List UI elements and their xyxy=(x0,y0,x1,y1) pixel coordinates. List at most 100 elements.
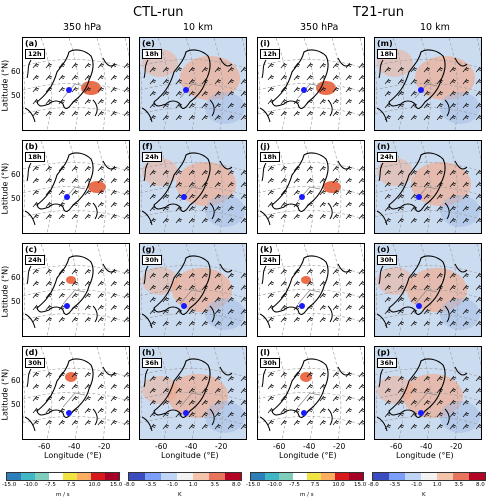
y-tick-label: 60 xyxy=(11,67,21,76)
colorbar-tick: 1.0 xyxy=(432,482,442,488)
x-axis-label: Longitude (°E) xyxy=(44,451,102,460)
x-axis-label: Longitude (°E) xyxy=(396,451,454,460)
level-header-col4: 10 km xyxy=(420,22,450,33)
colorbar-tick: -15.0 xyxy=(246,482,261,488)
colorbar xyxy=(128,472,242,481)
colorbar-tick: -3.5 xyxy=(145,482,157,488)
colorbar-unit: K xyxy=(422,492,426,498)
y-tick-label: 50 xyxy=(11,400,21,409)
colorbar-unit: K xyxy=(178,492,182,498)
y-tick-label: 50 xyxy=(11,194,21,203)
colorbar-tick: -15.0 xyxy=(2,482,17,488)
colorbar-tick: 3.5 xyxy=(210,482,220,488)
map-panel-c: (c) 24h xyxy=(22,243,130,337)
map-panel-e: (e) 18h xyxy=(139,37,247,131)
colorbar-tick: 8.0 xyxy=(476,482,485,488)
y-tick-label: 50 xyxy=(11,297,21,306)
x-axis-label: Longitude (°E) xyxy=(161,451,219,460)
panel-time-badge: 24h xyxy=(142,152,162,162)
level-header-col3: 350 hPa xyxy=(300,22,339,33)
panel-label: (f) xyxy=(142,142,153,151)
map-panel-b: (b) 18h xyxy=(22,140,130,234)
colorbar-tick: 7.5 xyxy=(310,482,320,488)
t21-run-title: T21-run xyxy=(353,5,404,20)
panel-label: (m) xyxy=(377,39,393,48)
y-tick-label: 60 xyxy=(11,170,21,179)
panel-time-badge: 12h xyxy=(25,49,45,59)
map-panel-k: (k) 24h xyxy=(257,243,365,337)
colorbar-tick: -1.0 xyxy=(411,482,422,488)
x-tick-label: -40 xyxy=(185,442,198,451)
x-tick-label: -20 xyxy=(215,442,228,451)
colorbar-tick: 7.5 xyxy=(66,482,76,488)
x-tick-label: -60 xyxy=(273,442,286,451)
panel-time-badge: 12h xyxy=(260,49,280,59)
colorbar-tick: -8.0 xyxy=(368,482,379,488)
colorbar-tick: 1.0 xyxy=(188,482,198,488)
x-tick-label: -40 xyxy=(303,442,316,451)
colorbar-tick: 15.0 xyxy=(110,482,123,488)
panel-time-badge: 30h xyxy=(377,255,397,265)
panel-time-badge: 30h xyxy=(142,255,162,265)
map-panel-m: (m) 18h xyxy=(374,37,482,131)
panel-time-badge: 24h xyxy=(377,152,397,162)
y-tick-label: 60 xyxy=(11,273,21,282)
map-panel-j: (j) 18h xyxy=(257,140,365,234)
map-panel-i: (i) 12h xyxy=(257,37,365,131)
panel-label: (p) xyxy=(377,348,391,357)
x-tick-label: -60 xyxy=(390,442,403,451)
colorbar-tick: -10.0 xyxy=(267,482,282,488)
y-tick-label: 50 xyxy=(11,91,21,100)
panel-label: (c) xyxy=(25,245,38,254)
colorbar-tick: 15.0 xyxy=(354,482,367,488)
panel-time-badge: 18h xyxy=(142,49,162,59)
level-header-col1: 350 hPa xyxy=(63,22,102,33)
panel-label: (g) xyxy=(142,245,156,254)
x-tick-label: -20 xyxy=(98,442,111,451)
panel-time-badge: 36h xyxy=(377,358,397,368)
panel-time-badge: 18h xyxy=(260,152,280,162)
panel-label: (k) xyxy=(260,245,273,254)
x-tick-label: -40 xyxy=(68,442,81,451)
panel-label: (a) xyxy=(25,39,38,48)
colorbar-tick: -1.0 xyxy=(167,482,178,488)
colorbar-tick: -7.5 xyxy=(289,482,300,488)
x-axis-label: Longitude (°E) xyxy=(279,451,337,460)
y-tick-label: 60 xyxy=(11,376,21,385)
colorbar-unit: m / s xyxy=(56,492,70,498)
panel-label: (n) xyxy=(377,142,391,151)
colorbar xyxy=(372,472,486,481)
x-tick-label: -20 xyxy=(450,442,463,451)
y-axis-label: Latitude (°N) xyxy=(0,265,10,318)
colorbar-unit: m / s xyxy=(300,492,314,498)
colorbar xyxy=(6,472,120,481)
level-header-col2: 10 km xyxy=(183,22,213,33)
colorbar-tick: -10.0 xyxy=(23,482,38,488)
colorbar-tick: 10.0 xyxy=(88,482,101,488)
panel-label: (o) xyxy=(377,245,390,254)
map-panel-l: (l) 30h xyxy=(257,346,365,440)
map-panel-g: (g) 30h xyxy=(139,243,247,337)
panel-label: (b) xyxy=(25,142,39,151)
map-panel-d: (d) 30h xyxy=(22,346,130,440)
panel-label: (d) xyxy=(25,348,39,357)
x-tick-label: -60 xyxy=(155,442,168,451)
map-panel-a: (a) 12h xyxy=(22,37,130,131)
x-tick-label: -60 xyxy=(38,442,51,451)
panel-label: (h) xyxy=(142,348,156,357)
panel-time-badge: 36h xyxy=(142,358,162,368)
colorbar-tick: 3.5 xyxy=(454,482,464,488)
ctl-run-title: CTL-run xyxy=(133,5,184,20)
colorbar-tick: -7.5 xyxy=(45,482,56,488)
y-axis-label: Latitude (°N) xyxy=(0,59,10,112)
y-axis-label: Latitude (°N) xyxy=(0,368,10,421)
panel-label: (l) xyxy=(260,348,271,357)
map-panel-n: (n) 24h xyxy=(374,140,482,234)
colorbar xyxy=(250,472,364,481)
panel-label: (e) xyxy=(142,39,155,48)
panel-time-badge: 30h xyxy=(25,358,45,368)
map-panel-o: (o) 30h xyxy=(374,243,482,337)
map-panel-h: (h) 36h xyxy=(139,346,247,440)
y-axis-label: Latitude (°N) xyxy=(0,162,10,215)
panel-time-badge: 18h xyxy=(25,152,45,162)
